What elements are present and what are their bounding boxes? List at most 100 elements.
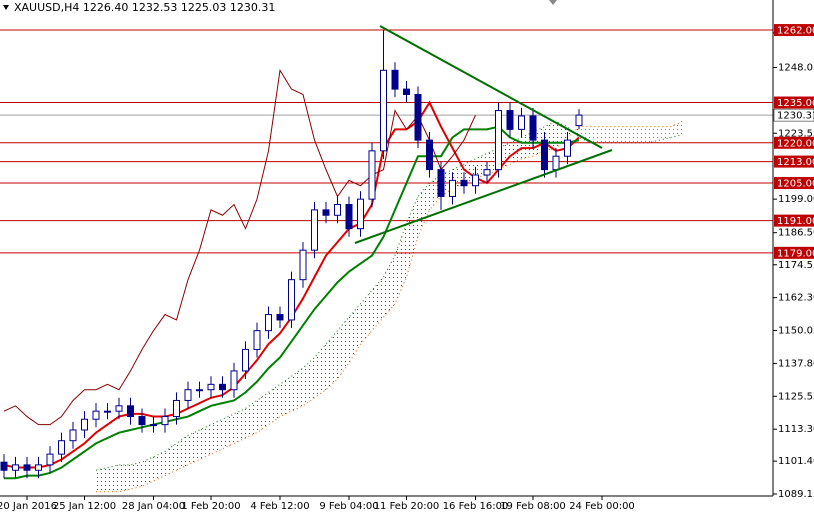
candle-body bbox=[449, 179, 456, 197]
candle-body bbox=[541, 139, 548, 171]
cloud-segment bbox=[625, 126, 637, 143]
y-tick-label: 1125.55 bbox=[778, 391, 814, 402]
candle-body bbox=[391, 69, 399, 90]
level-label: 1191.00 bbox=[777, 216, 814, 227]
cloud-segment bbox=[636, 126, 648, 143]
level-label: 1262.00 bbox=[777, 26, 814, 37]
cloud-segment bbox=[383, 255, 395, 318]
candle-body bbox=[380, 69, 387, 152]
candle-body bbox=[288, 279, 295, 321]
candle-body bbox=[161, 416, 169, 426]
candle-body bbox=[518, 115, 525, 130]
candle-body bbox=[35, 464, 42, 471]
candle-body bbox=[460, 179, 468, 187]
x-tick-label: 16 Feb 16:00 bbox=[443, 501, 509, 512]
price-tag bbox=[773, 108, 814, 122]
cloud-segment bbox=[579, 126, 591, 143]
candle-body bbox=[322, 209, 330, 216]
cloud-segment bbox=[107, 464, 119, 492]
candle-body bbox=[184, 389, 192, 401]
candle-body bbox=[426, 139, 433, 171]
x-tick-label: 20 Jan 2016 bbox=[0, 501, 57, 512]
candle-body bbox=[0, 461, 8, 471]
candle-body bbox=[230, 370, 238, 391]
cloud-segment bbox=[119, 464, 131, 492]
x-tick-label: 11 Feb 20:00 bbox=[374, 501, 440, 512]
level-tag bbox=[774, 136, 814, 149]
cloud-segment bbox=[165, 443, 177, 476]
cloud-segment bbox=[188, 429, 200, 465]
cloud-segment bbox=[268, 384, 280, 425]
candle-body bbox=[242, 348, 249, 372]
level-label: 1179.00 bbox=[777, 248, 814, 259]
cloud-segment bbox=[291, 368, 303, 412]
cloud-segment bbox=[199, 424, 211, 460]
y-tick-label: 1089.15 bbox=[778, 489, 814, 500]
candle-body bbox=[472, 174, 479, 187]
x-tick-label: 24 Feb 00:00 bbox=[569, 501, 635, 512]
cloud-segment bbox=[510, 137, 522, 165]
cloud bbox=[95, 120, 683, 493]
cloud-segment bbox=[360, 290, 372, 345]
cloud-segment bbox=[245, 400, 257, 439]
candle-body bbox=[403, 88, 410, 95]
level-tag bbox=[774, 96, 814, 109]
x-tick-label: 25 Jan 12:00 bbox=[53, 501, 116, 512]
level-label: 1220.00 bbox=[777, 138, 814, 149]
candle-body bbox=[345, 204, 353, 230]
y-tick-label: 1248.05 bbox=[778, 63, 814, 74]
x-tick-label: 9 Feb 04:00 bbox=[319, 501, 378, 512]
cloud-segment bbox=[176, 435, 188, 471]
indicator-line bbox=[3, 68, 476, 426]
level-tag bbox=[774, 214, 814, 227]
candle-body bbox=[311, 209, 318, 251]
candle-body bbox=[265, 314, 272, 332]
cloud-segment bbox=[372, 276, 384, 331]
y-tick-label: 1174.55 bbox=[778, 260, 814, 271]
cloud-segment bbox=[648, 126, 660, 143]
candle-body bbox=[58, 440, 65, 455]
cloud-segment bbox=[671, 121, 683, 138]
candle-body bbox=[299, 249, 307, 281]
menu-arrow[interactable] bbox=[3, 5, 9, 10]
cloud-segment bbox=[153, 451, 165, 481]
cloud-segment bbox=[257, 392, 269, 433]
x-tick-label: 19 Feb 08:00 bbox=[500, 501, 566, 512]
candle-body bbox=[127, 405, 134, 418]
candle-body bbox=[92, 410, 100, 420]
candle-body bbox=[207, 383, 215, 391]
cloud-segment bbox=[280, 376, 292, 417]
candle-body bbox=[334, 204, 341, 216]
chart-title: XAUUSD,H4 1226.40 1232.53 1225.03 1230.3… bbox=[14, 1, 275, 14]
level-label: 1235.00 bbox=[777, 98, 814, 109]
level-tag bbox=[774, 246, 814, 259]
cloud-segment bbox=[303, 357, 315, 406]
cloud-segment bbox=[406, 196, 418, 277]
candle-body bbox=[219, 383, 226, 391]
cloud-segment bbox=[395, 223, 407, 304]
cloud-span-a bbox=[95, 120, 683, 471]
candle-body bbox=[357, 198, 364, 230]
cloud-segment bbox=[222, 413, 234, 449]
cloud-segment bbox=[602, 126, 614, 143]
candle-body bbox=[437, 169, 445, 197]
level-tag bbox=[774, 155, 814, 168]
y-tick-label: 1113.30 bbox=[778, 424, 814, 435]
cloud-segment bbox=[349, 303, 361, 363]
cloud-segment bbox=[96, 467, 108, 492]
candle-body bbox=[46, 453, 54, 466]
y-tick-label: 1150.05 bbox=[778, 326, 814, 337]
level-tag bbox=[774, 24, 814, 37]
cloud-segment bbox=[234, 408, 246, 444]
cloud-segment bbox=[130, 462, 142, 490]
cloud-segment bbox=[613, 126, 625, 143]
y-tick-label: 1162.30 bbox=[778, 293, 814, 304]
candle-body bbox=[529, 115, 537, 141]
candle-body bbox=[368, 150, 376, 200]
candle-body bbox=[12, 464, 19, 471]
y-tick-label: 1101.40 bbox=[778, 456, 814, 467]
candle-body bbox=[196, 389, 203, 392]
candle-body bbox=[81, 418, 88, 431]
x-tick-label: 1 Feb 20:00 bbox=[181, 501, 240, 512]
